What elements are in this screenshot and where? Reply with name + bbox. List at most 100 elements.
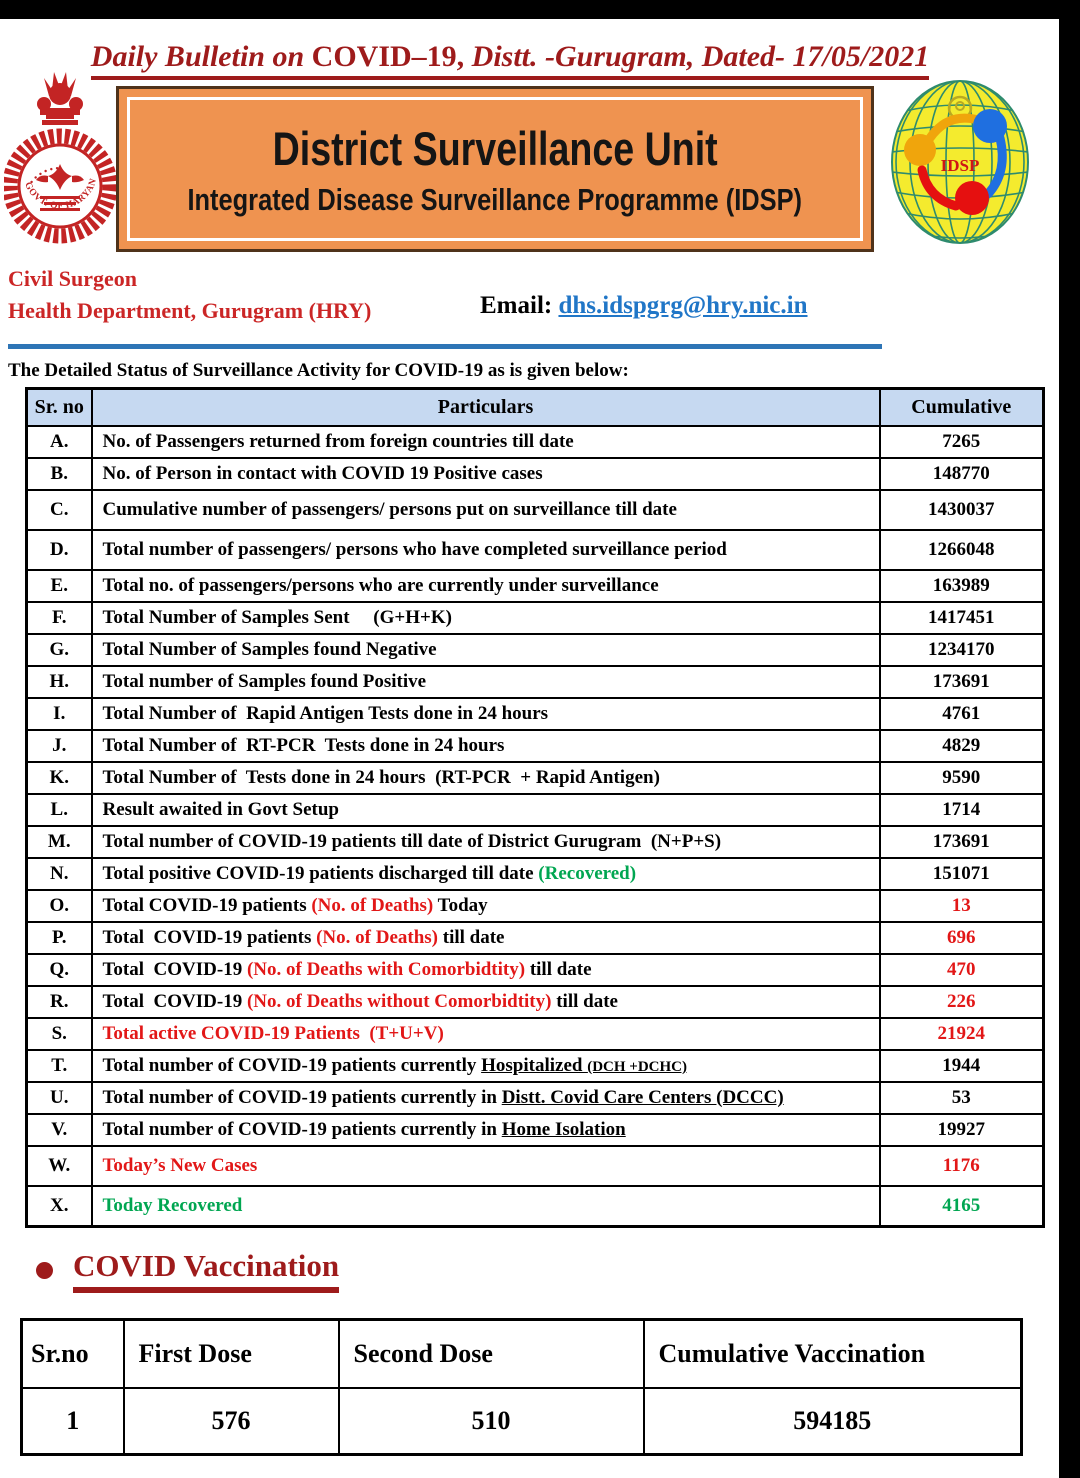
particulars-segment: Total number of passengers/ persons who … [102, 539, 727, 560]
vaccination-table-body: 1 576 510 594185 [20, 1387, 1023, 1456]
particulars-segment: Total COVID-19 [102, 991, 247, 1012]
particulars-segment: Home Isolation [501, 1119, 626, 1140]
particulars-segment: Total COVID-19 patients [102, 927, 317, 948]
row-sr-no: E. [25, 569, 93, 603]
row-particulars: Today’s New Cases [90, 1145, 881, 1187]
vaccination-table: Sr.no First Dose Second Dose Cumulative … [20, 1318, 1023, 1456]
table-row: D. Total number of passengers/ persons wh… [25, 529, 1045, 571]
email-link[interactable]: dhs.idspgrg@hry.nic.in [558, 292, 808, 319]
particulars-segment: Total Number of Tests done in 24 hours (… [102, 767, 660, 788]
header-sr-no: Sr. no [25, 387, 93, 427]
row-sr-no: C. [25, 489, 93, 531]
row-sr-no: A. [25, 425, 93, 459]
row-cumulative-value: 1176 [878, 1145, 1045, 1187]
banner: District Surveillance Unit Integrated Di… [116, 86, 874, 252]
vaccination-header-row: Sr.no First Dose Second Dose Cumulative … [20, 1318, 1023, 1389]
particulars-segment: Total number of COVID-19 patients curren… [102, 1087, 502, 1108]
banner-title: District Surveillance Unit [272, 121, 718, 175]
row-particulars: Cumulative number of passengers/ persons… [90, 489, 881, 531]
particulars-segment: Result awaited in Govt Setup [102, 799, 339, 820]
row-sr-no: V. [25, 1113, 93, 1147]
row-particulars: Total COVID-19 (No. of Deaths with Comor… [90, 953, 881, 987]
header-particulars: Particulars [90, 387, 881, 427]
particulars-segment: till date [438, 927, 505, 948]
row-sr-no: Q. [25, 953, 93, 987]
row-particulars: Total COVID-19 patients (No. of Deaths) … [90, 889, 881, 923]
table-row: E. Total no. of passengers/persons who ar… [25, 569, 1045, 603]
particulars-segment: Today’s New Cases [102, 1155, 258, 1176]
row-cumulative-value: 21924 [878, 1017, 1045, 1051]
table-row: W. Today’s New Cases 1176 [25, 1145, 1045, 1187]
particulars-segment: Cumulative number of passengers/ persons… [102, 499, 677, 520]
table-row: P. Total COVID-19 patients (No. of Deaths… [25, 921, 1045, 955]
title-part1: Daily Bulletin on [90, 40, 312, 73]
vaccination-cell: 510 [337, 1387, 645, 1456]
table-row: T. Total number of COVID-19 patients curr… [25, 1049, 1045, 1083]
vacc-header-second-dose: Second Dose [337, 1318, 645, 1389]
haryana-govt-emblem-icon: • • • • • • GOVT. OF HARYANA [4, 64, 116, 244]
table-row: A. No. of Passengers returned from foreig… [25, 425, 1045, 459]
vaccination-heading: COVID Vaccination [36, 1248, 340, 1293]
row-cumulative-value: 148770 [878, 457, 1045, 491]
row-cumulative-value: 4761 [878, 697, 1045, 731]
row-cumulative-value: 53 [878, 1081, 1045, 1115]
row-cumulative-value: 696 [878, 921, 1045, 955]
row-cumulative-value: 9590 [878, 761, 1045, 795]
particulars-segment: Total positive COVID-19 patients dischar… [102, 863, 539, 884]
row-particulars: Total Number of Samples Sent (G+H+K) [90, 601, 881, 635]
row-particulars: No. of Person in contact with COVID 19 P… [90, 457, 881, 491]
row-particulars: Today Recovered [90, 1185, 881, 1227]
surveillance-header-row: Sr. no Particulars Cumulative [25, 387, 1045, 427]
row-particulars: Result awaited in Govt Setup [90, 793, 881, 827]
row-particulars: Total number of COVID-19 patients curren… [90, 1049, 881, 1083]
contact-line2: Health Department, Gurugram (HRY) [8, 298, 372, 323]
row-sr-no: U. [25, 1081, 93, 1115]
particulars-segment: (No. of Deaths) [311, 895, 434, 916]
table-row: N. Total positive COVID-19 patients disch… [25, 857, 1045, 891]
row-particulars: No. of Passengers returned from foreign … [90, 425, 881, 459]
row-particulars: Total number of Samples found Positive [90, 665, 881, 699]
table-row: H. Total number of Samples found Positive… [25, 665, 1045, 699]
row-particulars: Total number of COVID-19 patients curren… [90, 1113, 881, 1147]
banner-subtitle: Integrated Disease Surveillance Programm… [187, 181, 803, 217]
row-sr-no: F. [25, 601, 93, 635]
row-sr-no: L. [25, 793, 93, 827]
particulars-segment: Total number of Samples found Positive [102, 671, 427, 692]
banner-inner: District Surveillance Unit Integrated Di… [127, 97, 863, 241]
table-row: X. Today Recovered 4165 [25, 1185, 1045, 1227]
row-sr-no: M. [25, 825, 93, 859]
row-sr-no: T. [25, 1049, 93, 1083]
vacc-header-cumulative: Cumulative Vaccination [642, 1318, 1023, 1389]
particulars-segment: No. of Passengers returned from foreign … [102, 431, 574, 452]
table-row: R. Total COVID-19 (No. of Deaths without … [25, 985, 1045, 1019]
particulars-segment: (Recovered) [538, 863, 637, 884]
table-row: G. Total Number of Samples found Negative… [25, 633, 1045, 667]
row-sr-no: D. [25, 529, 93, 571]
vaccination-heading-text: COVID Vaccination [73, 1248, 340, 1293]
particulars-segment: (No. of Deaths with Comorbidtity) [246, 959, 526, 980]
particulars-segment: Hospitalized [481, 1055, 588, 1076]
row-particulars: Total number of passengers/ persons who … [90, 529, 881, 571]
contact-line1: Civil Surgeon [8, 266, 137, 291]
row-sr-no: K. [25, 761, 93, 795]
particulars-segment: Total number of COVID-19 patients curren… [102, 1055, 482, 1076]
vaccination-row: 1 576 510 594185 [20, 1387, 1023, 1456]
row-cumulative-value: 7265 [878, 425, 1045, 459]
particulars-segment: Total Number of Samples Sent (G+H+K) [102, 607, 452, 628]
table-row: S. Total active COVID-19 Patients (T+U+V)… [25, 1017, 1045, 1051]
email-row: Email: dhs.idspgrg@hry.nic.in [480, 292, 808, 320]
vacc-header-first-dose: First Dose [122, 1318, 340, 1389]
row-particulars: Total number of COVID-19 patients curren… [90, 1081, 881, 1115]
row-sr-no: R. [25, 985, 93, 1019]
table-row: F. Total Number of Samples Sent (G+H+K) 14… [25, 601, 1045, 635]
title-part2: COVID–19, [311, 40, 465, 73]
table-row: V. Total number of COVID-19 patients curr… [25, 1113, 1045, 1147]
row-cumulative-value: 13 [878, 889, 1045, 923]
row-cumulative-value: 173691 [878, 825, 1045, 859]
row-cumulative-value: 1266048 [878, 529, 1045, 571]
header-cumulative: Cumulative [878, 387, 1045, 427]
bullet-icon [36, 1262, 53, 1279]
row-sr-no: W. [25, 1145, 93, 1187]
page-title-text: Daily Bulletin on COVID–19, Distt. -Guru… [90, 40, 930, 80]
row-particulars: Total Number of Tests done in 24 hours (… [90, 761, 881, 795]
